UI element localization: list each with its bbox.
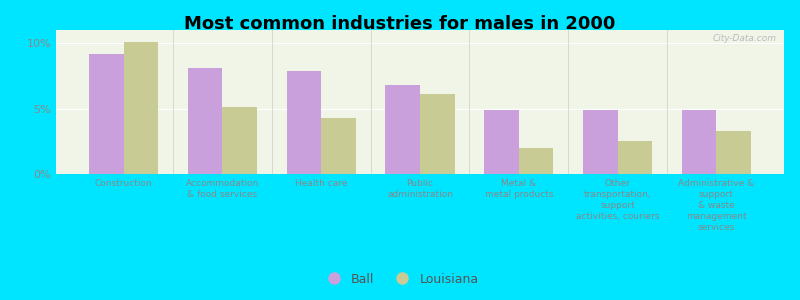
Legend: Ball, Louisiana: Ball, Louisiana [316, 268, 484, 291]
Bar [124, 42, 158, 174]
Bar [716, 131, 751, 174]
Text: Most common industries for males in 2000: Most common industries for males in 2000 [184, 15, 616, 33]
Bar [583, 110, 618, 174]
Bar [484, 110, 518, 174]
Bar [618, 141, 652, 174]
Bar [188, 68, 222, 174]
Text: City-Data.com: City-Data.com [713, 34, 777, 43]
Bar [420, 94, 454, 174]
Bar [518, 148, 554, 174]
Bar [222, 107, 257, 174]
Bar [89, 54, 124, 174]
Bar [322, 118, 356, 174]
Bar [386, 85, 420, 174]
Bar [682, 110, 716, 174]
Bar [286, 70, 322, 174]
